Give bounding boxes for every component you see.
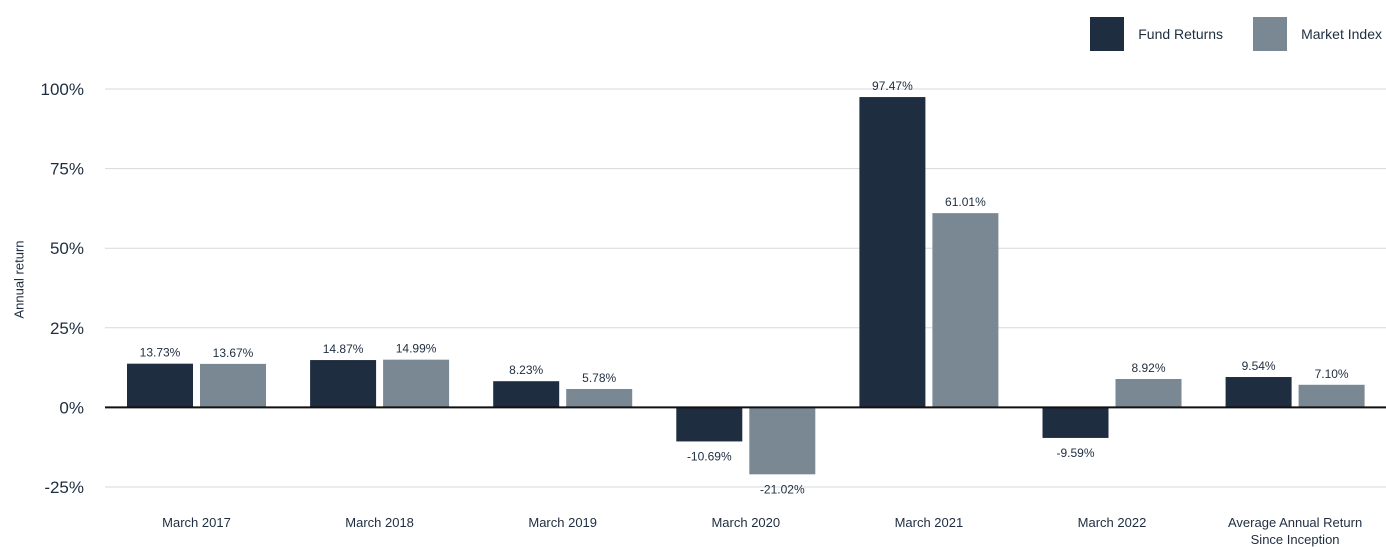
data-label: 9.54% <box>1242 359 1276 373</box>
data-label: 14.99% <box>396 342 437 356</box>
legend-swatch-fund-returns <box>1090 17 1125 51</box>
bar-market <box>200 363 266 408</box>
data-label: 13.67% <box>213 346 254 360</box>
legend-item-fund-returns: Fund Returns <box>1090 17 1223 51</box>
y-tick-label: 100% <box>41 80 84 99</box>
bar-fund <box>493 381 560 408</box>
bar-fund <box>1225 377 1292 408</box>
bar-fund <box>676 407 743 442</box>
y-tick-label: 0% <box>59 398 84 417</box>
bar-fund <box>127 363 193 408</box>
bar-market <box>932 213 999 408</box>
bar-market <box>749 407 816 475</box>
bar-fund <box>310 360 377 408</box>
legend-swatch-market-index <box>1253 17 1288 51</box>
x-tick-label: Average Annual Return <box>1228 515 1362 530</box>
x-tick-label: March 2022 <box>1078 515 1147 530</box>
x-tick-label: March 2017 <box>162 515 231 530</box>
data-label: 8.23% <box>509 363 543 377</box>
chart-legend: Fund Returns Market Index <box>1060 17 1382 51</box>
y-tick-label: -25% <box>44 478 84 497</box>
x-tick-label: March 2018 <box>345 515 414 530</box>
x-tick-label: March 2021 <box>895 515 964 530</box>
data-label: 8.92% <box>1131 361 1165 375</box>
data-label: 5.78% <box>582 371 616 385</box>
data-label: -10.69% <box>687 449 732 463</box>
data-label: -21.02% <box>760 482 805 496</box>
data-label: 7.10% <box>1315 367 1349 381</box>
legend-item-market-index: Market Index <box>1253 17 1382 51</box>
data-label: -9.59% <box>1056 446 1094 460</box>
legend-label-fund-returns: Fund Returns <box>1138 26 1224 42</box>
x-tick-label: March 2020 <box>711 515 780 530</box>
bar-market <box>566 388 633 408</box>
y-tick-label: 50% <box>50 239 84 258</box>
bar-market <box>1115 378 1182 408</box>
x-tick-label: Since Inception <box>1251 532 1340 547</box>
legend-label-market-index: Market Index <box>1301 26 1382 42</box>
bar-fund <box>859 97 926 408</box>
bar-fund <box>1042 407 1109 438</box>
x-tick-label: March 2019 <box>528 515 597 530</box>
bar-market <box>1298 384 1365 408</box>
data-label: 97.47% <box>872 79 913 93</box>
data-label: 13.73% <box>140 346 181 360</box>
y-tick-label: 75% <box>50 160 84 179</box>
data-label: 14.87% <box>323 342 364 356</box>
y-tick-label: 25% <box>50 319 84 338</box>
data-label: 61.01% <box>945 195 986 209</box>
bar-market <box>383 359 450 408</box>
